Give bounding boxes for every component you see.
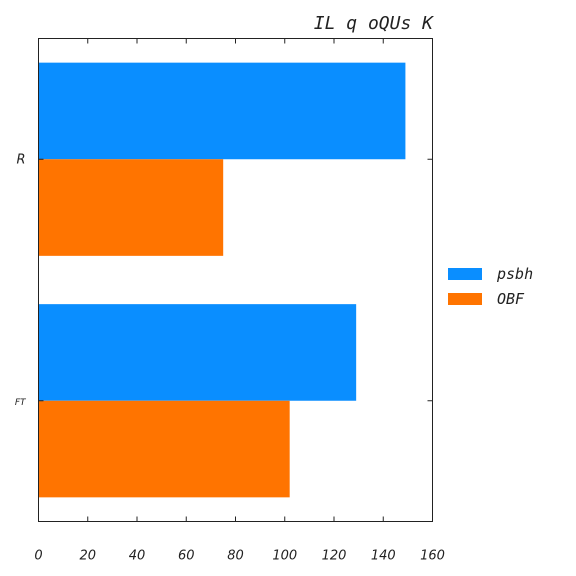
y-tick-label-FT: FT [15, 398, 27, 408]
chart-title: IL q oQUs K [314, 13, 434, 34]
x-tick-label-60: 60 [178, 549, 195, 564]
x-tick-label-80: 80 [227, 549, 244, 564]
x-tick-label-160: 160 [420, 549, 445, 564]
legend-swatch-psbh [448, 268, 482, 280]
bar-OBF-FT [38, 400, 290, 498]
x-tick-label-20: 20 [79, 549, 96, 564]
x-tick-label-120: 120 [322, 549, 347, 564]
legend-label-psbh: psbh [496, 265, 533, 283]
x-tick-label-0: 0 [34, 549, 42, 564]
bar-psbh-R [38, 62, 406, 160]
x-tick-label-40: 40 [129, 549, 146, 564]
legend-label-OBF: OBF [497, 290, 525, 308]
x-tick-label-140: 140 [371, 549, 396, 564]
bar-OBF-R [38, 159, 224, 256]
bar-psbh-FT [38, 304, 357, 401]
y-tick-label-R: R [16, 152, 25, 167]
legend-swatch-OBF [448, 293, 482, 305]
x-tick-label-100: 100 [272, 549, 297, 564]
